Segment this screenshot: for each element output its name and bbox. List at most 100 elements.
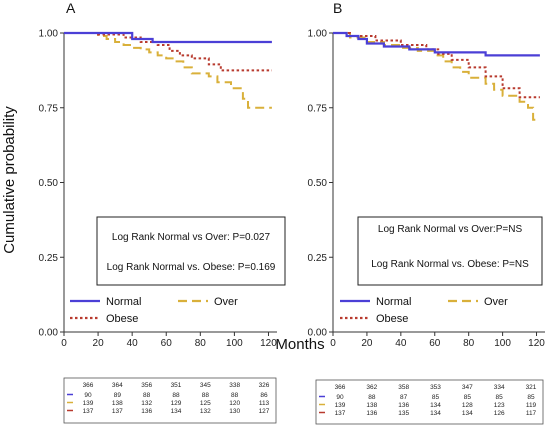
risk-cell: 85 — [527, 394, 535, 401]
risk-cell: 117 — [526, 410, 537, 417]
x-tick-label: 120 — [528, 338, 545, 349]
risk-cell: 138 — [112, 400, 123, 407]
risk-cell: 137 — [112, 408, 123, 415]
y-tick-label: 0.75 — [39, 103, 59, 114]
risk-cell: 86 — [260, 392, 268, 399]
legend-label-obese: Obese — [376, 313, 408, 325]
risk-cell: 88 — [172, 392, 180, 399]
legend-label-normal: Normal — [106, 296, 141, 308]
risk-cell: 126 — [494, 410, 505, 417]
risk-total-cell: 353 — [430, 384, 441, 391]
risk-cell: 139 — [83, 400, 94, 407]
risk-total-cell: 338 — [229, 382, 240, 389]
panel-letter: B — [333, 0, 342, 16]
risk-cell: 128 — [462, 402, 473, 409]
risk-total-cell: 362 — [366, 384, 377, 391]
x-tick-label: 100 — [494, 338, 511, 349]
risk-cell: 139 — [335, 402, 346, 409]
series-line-over — [64, 32, 272, 109]
risk-table — [315, 379, 544, 425]
x-tick-label: 0 — [330, 338, 336, 349]
risk-cell: 135 — [398, 410, 409, 417]
risk-cell: 136 — [141, 408, 152, 415]
y-axis-title: Cumulative probability — [1, 106, 18, 254]
x-tick-label: 0 — [61, 338, 67, 349]
risk-cell: 132 — [141, 400, 152, 407]
risk-cell: 134 — [171, 408, 182, 415]
risk-table — [63, 377, 277, 424]
risk-cell: 90 — [84, 392, 92, 399]
legend-label-obese: Obese — [106, 313, 138, 325]
x-tick-label: 20 — [93, 338, 105, 349]
risk-cell: 85 — [464, 394, 472, 401]
y-tick-label: 1.00 — [308, 29, 328, 40]
series-line-normal — [333, 31, 540, 57]
risk-cell: 85 — [496, 394, 504, 401]
risk-cell: 134 — [430, 402, 441, 409]
risk-cell: 89 — [114, 392, 122, 399]
x-tick-label: 40 — [127, 338, 139, 349]
panel-a: 0.00 0.25 0.50 0.75 1.00 0 20 40 60 80 100 120 A Log … — [39, 0, 286, 424]
legend-label-normal: Normal — [376, 296, 411, 308]
risk-cell: 88 — [143, 392, 151, 399]
risk-total-cell: 334 — [494, 384, 505, 391]
risk-cell: 113 — [259, 400, 270, 407]
legend-label-over: Over — [214, 296, 238, 308]
x-tick-label: 60 — [161, 338, 173, 349]
risk-cell: 137 — [335, 410, 346, 417]
x-tick-label: 120 — [260, 338, 277, 349]
y-tick-label: 1.00 — [39, 29, 59, 40]
risk-total-cell: 321 — [526, 384, 537, 391]
risk-total-cell: 364 — [112, 382, 123, 389]
risk-cell: 134 — [462, 410, 473, 417]
series-line-over — [333, 32, 540, 121]
risk-total-cell: 351 — [171, 382, 182, 389]
logrank-annotation: Log Rank Normal vs Over: P=0.027 — [112, 232, 271, 243]
risk-cell: 85 — [432, 394, 440, 401]
logrank-box — [357, 216, 543, 286]
risk-total-cell: 366 — [335, 384, 346, 391]
legend-label-over: Over — [484, 296, 508, 308]
risk-cell: 130 — [229, 408, 240, 415]
risk-total-cell: 366 — [83, 382, 94, 389]
risk-cell: 136 — [398, 402, 409, 409]
risk-cell: 127 — [259, 408, 270, 415]
risk-cell: 125 — [200, 400, 211, 407]
y-tick-label: 0.50 — [39, 178, 59, 189]
risk-total-cell: 358 — [398, 384, 409, 391]
x-tick-label: 20 — [361, 338, 373, 349]
risk-cell: 134 — [430, 410, 441, 417]
logrank-annotation: Log Rank Normal vs. Obese: P=0.169 — [107, 262, 276, 273]
y-tick-label: 0.00 — [39, 328, 59, 339]
risk-cell: 120 — [229, 400, 240, 407]
risk-total-cell: 347 — [462, 384, 473, 391]
risk-cell: 136 — [366, 410, 377, 417]
panel-b: 0.00 0.25 0.50 0.75 1.00 0 20 40 60 80 100 120 B Log … — [308, 0, 545, 425]
y-tick-label: 0.50 — [308, 178, 328, 189]
risk-total-cell: 326 — [259, 382, 270, 389]
risk-cell: 138 — [366, 402, 377, 409]
risk-cell: 129 — [171, 400, 182, 407]
logrank-box — [96, 216, 286, 286]
risk-total-cell: 356 — [141, 382, 152, 389]
logrank-annotation: Log Rank Normal vs Over:P=NS — [378, 224, 523, 235]
y-tick-label: 0.00 — [308, 328, 328, 339]
risk-cell: 119 — [526, 402, 537, 409]
risk-cell: 88 — [368, 394, 376, 401]
risk-cell: 132 — [200, 408, 211, 415]
x-axis-title: Months — [275, 336, 324, 353]
risk-cell: 87 — [400, 394, 408, 401]
panel-letter: A — [66, 0, 76, 16]
x-tick-label: 80 — [195, 338, 207, 349]
risk-cell: 88 — [231, 392, 239, 399]
series-line-obese — [333, 32, 540, 99]
risk-cell: 90 — [336, 394, 344, 401]
risk-total-cell: 345 — [200, 382, 211, 389]
risk-cell: 123 — [494, 402, 505, 409]
x-tick-label: 40 — [395, 338, 407, 349]
y-tick-label: 0.75 — [308, 103, 328, 114]
x-tick-label: 80 — [463, 338, 475, 349]
logrank-annotation: Log Rank Normal vs. Obese: P=NS — [371, 259, 529, 270]
series-line-obese — [64, 32, 272, 72]
